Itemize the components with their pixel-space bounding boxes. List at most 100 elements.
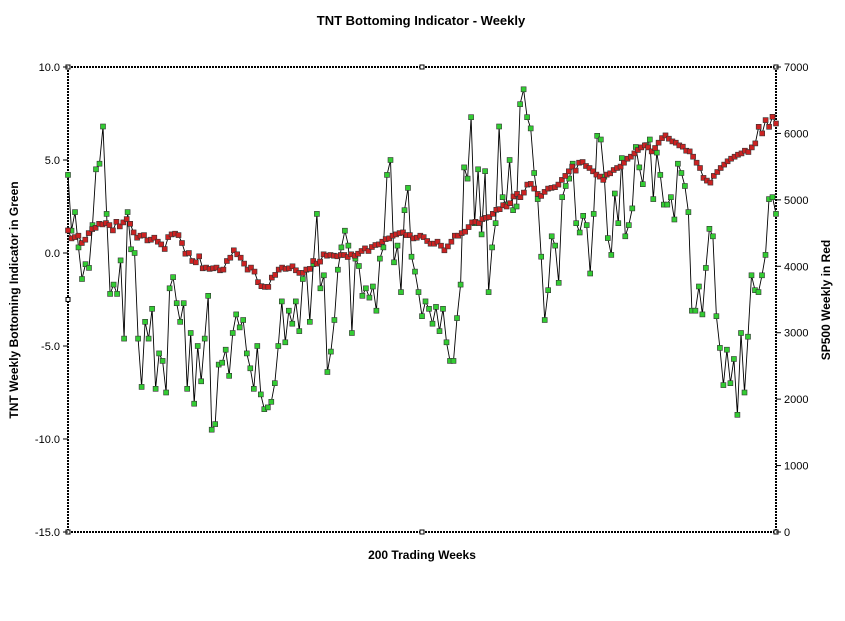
indicator-point bbox=[545, 287, 552, 294]
sp500-point bbox=[745, 149, 752, 155]
y-right-tick-label: 4000 bbox=[784, 261, 808, 273]
indicator-point bbox=[692, 307, 699, 314]
indicator-point bbox=[727, 380, 734, 387]
indicator-point bbox=[517, 101, 523, 107]
indicator-point bbox=[618, 155, 625, 161]
indicator-point bbox=[240, 317, 246, 323]
indicator-point bbox=[321, 272, 327, 279]
sp500-point bbox=[227, 254, 234, 261]
sp500-point bbox=[773, 120, 779, 127]
indicator-point bbox=[173, 300, 180, 307]
indicator-point bbox=[201, 335, 208, 342]
indicator-point bbox=[72, 209, 78, 215]
indicator-point bbox=[314, 211, 320, 217]
indicator-point bbox=[138, 384, 145, 390]
sp500-point bbox=[597, 173, 603, 180]
sp500-point bbox=[441, 247, 448, 254]
indicator-point bbox=[664, 201, 671, 208]
indicator-point bbox=[292, 298, 299, 305]
indicator-point bbox=[331, 317, 338, 323]
sp500-point bbox=[65, 227, 71, 234]
indicator-point bbox=[356, 263, 362, 269]
indicator-point bbox=[384, 172, 390, 178]
sp500-point bbox=[714, 169, 721, 175]
indicator-point bbox=[724, 346, 730, 353]
sp500-point bbox=[251, 268, 258, 275]
indicator-point bbox=[604, 235, 611, 241]
indicator-point bbox=[615, 220, 622, 226]
indicator-point bbox=[75, 244, 82, 251]
sp500-point bbox=[82, 236, 89, 243]
sp500-point bbox=[579, 159, 586, 165]
sp500-point bbox=[448, 238, 455, 245]
indicator-point bbox=[769, 194, 776, 200]
indicator-point bbox=[226, 372, 232, 379]
indicator-point bbox=[208, 426, 215, 433]
sp500-point bbox=[562, 173, 569, 179]
sp500-point bbox=[752, 140, 759, 147]
axis-marker bbox=[65, 297, 71, 302]
sp500-point bbox=[161, 246, 168, 252]
sp500-point bbox=[766, 124, 772, 130]
indicator-point bbox=[117, 257, 124, 264]
indicator-point bbox=[454, 315, 460, 321]
indicator-point bbox=[163, 389, 169, 396]
indicator-point bbox=[335, 266, 341, 273]
y-left-tick-label: 10.0 bbox=[39, 62, 60, 74]
axis-marker bbox=[419, 64, 425, 70]
y-axis-left-ticks: 10.0 5.0 0.0 -5.0 -10.0 -15.0 bbox=[35, 62, 68, 539]
chart-title: TNT Bottoming Indicator - Weekly bbox=[317, 13, 526, 28]
y-right-tick-label: 6000 bbox=[784, 128, 808, 140]
indicator-point bbox=[755, 289, 762, 295]
indicator-point bbox=[671, 216, 678, 223]
sp500-point bbox=[106, 222, 113, 228]
indicator-point bbox=[370, 283, 376, 290]
indicator-point bbox=[625, 222, 632, 228]
sp500-point bbox=[710, 173, 717, 179]
sp500-point bbox=[762, 117, 769, 123]
sp500-point bbox=[241, 260, 247, 267]
indicator-point bbox=[496, 123, 502, 130]
sp500-point bbox=[717, 165, 724, 171]
sp500-point bbox=[420, 234, 427, 240]
indicator-point bbox=[268, 398, 275, 405]
sp500-point bbox=[655, 139, 662, 146]
y-axis-left-label: TNT Weekly Bottoming Indicator in Green bbox=[7, 181, 21, 418]
y-axis-right-label: SP500 Weekly in Red bbox=[819, 240, 833, 361]
indicator-point bbox=[387, 157, 394, 163]
sp500-point bbox=[531, 185, 538, 192]
sp500-point bbox=[130, 229, 137, 236]
indicator-point bbox=[187, 330, 194, 336]
indicator-point bbox=[184, 385, 190, 392]
indicator-point bbox=[103, 211, 110, 217]
indicator-point bbox=[436, 328, 443, 334]
indicator-point bbox=[703, 265, 709, 271]
sp500-point bbox=[679, 143, 686, 150]
indicator-point bbox=[510, 207, 516, 213]
sp500-point bbox=[759, 130, 766, 137]
indicator-point bbox=[152, 385, 159, 392]
sp500-point bbox=[697, 165, 703, 171]
indicator-point bbox=[650, 196, 657, 202]
indicator-point bbox=[412, 268, 418, 275]
y-left-tick-label: -5.0 bbox=[41, 341, 60, 353]
indicator-point bbox=[222, 346, 229, 353]
indicator-point bbox=[128, 246, 134, 253]
sp500-point bbox=[503, 203, 510, 210]
indicator-point bbox=[380, 244, 387, 251]
indicator-point bbox=[156, 350, 162, 357]
sp500-point bbox=[538, 193, 545, 199]
indicator-point bbox=[738, 330, 744, 336]
x-axis-label: 200 Trading Weeks bbox=[368, 548, 476, 562]
indicator-point bbox=[668, 194, 674, 200]
indicator-point bbox=[464, 175, 471, 182]
indicator-point bbox=[212, 421, 218, 427]
sp500-point bbox=[265, 284, 272, 290]
indicator-point bbox=[482, 168, 488, 174]
indicator-point bbox=[731, 356, 737, 362]
indicator-point bbox=[773, 211, 779, 217]
sp500-point bbox=[196, 253, 202, 260]
indicator-point bbox=[166, 285, 173, 292]
y-left-tick-label: 5.0 bbox=[45, 155, 60, 167]
sp500-point bbox=[662, 132, 669, 139]
